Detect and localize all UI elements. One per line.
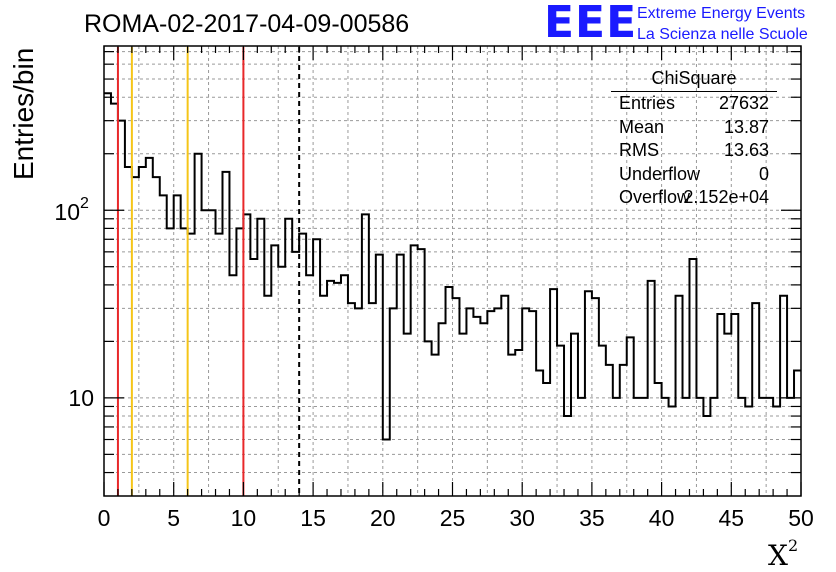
y-tick-label: 10 xyxy=(54,199,80,225)
stats-value: 13.87 xyxy=(723,116,769,137)
logo-line-2: La Scienza nelle Scuole xyxy=(637,26,808,43)
x-axis-label-superscript: 2 xyxy=(787,536,799,555)
x-tick-label: 25 xyxy=(440,505,466,531)
x-tick-label: 15 xyxy=(300,505,326,531)
x-tick-label: 10 xyxy=(231,505,257,531)
x-tick-label: 0 xyxy=(98,505,111,531)
stats-row-mean: Mean 13.87 xyxy=(611,116,777,140)
stats-value: 13.63 xyxy=(723,140,769,160)
logo-line-1: Extreme Energy Events xyxy=(637,5,806,22)
x-axis-label: X2 xyxy=(768,536,798,572)
stats-value: 0 xyxy=(758,163,769,184)
stats-value: 27632 xyxy=(718,93,769,113)
y-tick-label-exponent: 2 xyxy=(80,195,89,212)
stats-value: 2.152e+04 xyxy=(683,187,769,207)
stats-row-underflow: Underflow 0 xyxy=(611,163,777,187)
eee-logo-mark: EEE xyxy=(544,0,638,48)
histogram-line xyxy=(104,92,801,441)
stats-key: Overflow xyxy=(619,187,691,207)
stats-key: Mean xyxy=(619,116,665,137)
y-tick-label: 10 xyxy=(68,385,94,411)
x-tick-label: 20 xyxy=(370,505,396,531)
x-tick-label: 45 xyxy=(719,505,745,531)
stats-row-rms: RMS 13.63 xyxy=(611,139,777,163)
stats-title: ChiSquare xyxy=(611,68,777,92)
x-tick-label: 50 xyxy=(788,505,814,531)
stats-row-entries: Entries 27632 xyxy=(611,92,777,116)
stats-box: ChiSquare Entries 27632 Mean 13.87 RMS 13.6… xyxy=(611,68,777,210)
stats-key: Entries xyxy=(619,93,676,113)
chart-title: ROMA-02-2017-04-09-00586 xyxy=(84,10,410,38)
x-tick-labels: 0 5 10 15 20 25 30 35 40 45 50 xyxy=(98,505,814,531)
stats-row-overflow: Overflow 2.152e+04 xyxy=(611,186,777,210)
grid-lines xyxy=(104,46,801,496)
stats-key: RMS xyxy=(619,140,659,160)
eee-logo-text: Extreme Energy Events La Scienza nelle S… xyxy=(637,3,808,45)
x-tick-label: 5 xyxy=(167,505,180,531)
y-axis-label: Entries/bin xyxy=(8,47,39,180)
threshold-lines xyxy=(116,47,301,496)
x-tick-label: 40 xyxy=(649,505,675,531)
x-tick-label: 30 xyxy=(509,505,535,531)
x-axis-label-base: X xyxy=(768,539,788,572)
histogram-series xyxy=(104,92,801,441)
stats-key: Underflow xyxy=(619,163,701,184)
axis-ticks xyxy=(103,46,802,496)
x-tick-label: 35 xyxy=(579,505,605,531)
